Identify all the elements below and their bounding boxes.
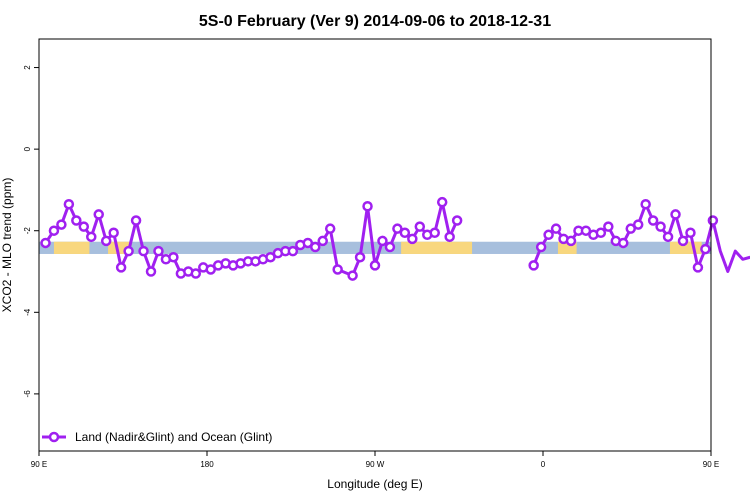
data-point (436, 196, 448, 208)
data-point (700, 243, 711, 255)
data-point (108, 227, 119, 239)
data-point (451, 215, 463, 226)
data-point (40, 237, 51, 249)
data-point (399, 227, 411, 239)
data-point (153, 245, 164, 257)
x-axis-label: Longitude (deg E) (327, 477, 422, 491)
data-point (168, 251, 179, 263)
data-point (647, 215, 659, 226)
land-segment (401, 241, 473, 254)
y-axis: 2 0 -2 -4 -6 (23, 65, 39, 398)
data-point (48, 225, 60, 236)
data-point (63, 198, 75, 210)
data-point (86, 231, 97, 243)
data-point (145, 266, 157, 277)
x-tick-label: 90 E (31, 460, 47, 469)
data-point (265, 251, 276, 263)
data-point (362, 200, 373, 212)
chart-title: 5S-0 February (Ver 9) 2014-09-06 to 2018… (199, 13, 551, 30)
data-point (707, 215, 719, 226)
data-point (130, 215, 142, 226)
data-point (123, 245, 134, 257)
data-point (324, 223, 336, 234)
data-point (100, 235, 112, 247)
data-point (287, 245, 299, 257)
data-point (528, 260, 539, 271)
x-tick-label: 0 (541, 460, 546, 469)
data-point (317, 235, 328, 247)
data-point (580, 225, 592, 236)
legend-label: Land (Nadir&Glint) and Ocean (Glint) (75, 430, 272, 444)
data-point (595, 227, 607, 239)
legend: Land (Nadir&Glint) and Ocean (Glint) (42, 430, 272, 444)
y-tick-label: -4 (23, 308, 32, 316)
data-point (618, 237, 629, 249)
data-point (655, 221, 666, 232)
data-point (302, 237, 314, 249)
data-point (535, 241, 547, 253)
data-point (407, 233, 418, 245)
data-point (444, 231, 455, 243)
y-tick-label: -2 (23, 227, 32, 235)
x-tick-label: 90 E (703, 460, 719, 469)
data-point (662, 231, 674, 243)
data-point (332, 264, 343, 275)
data-point (56, 219, 67, 230)
series-layer (40, 196, 750, 281)
data-point (632, 219, 644, 230)
data-point (640, 198, 651, 210)
x-tick-label: 90 W (366, 460, 385, 469)
data-point (71, 215, 82, 226)
land-segment (53, 241, 90, 254)
data-point (677, 235, 689, 247)
x-axis: 90 E 180 90 W 0 90 E (31, 451, 719, 469)
x-tick-label: 180 (200, 460, 214, 469)
data-point (414, 221, 426, 232)
data-point (78, 221, 90, 232)
data-point (625, 223, 636, 234)
data-point (138, 245, 149, 257)
data-point (205, 264, 216, 275)
data-point (550, 223, 562, 234)
y-tick-label: -6 (23, 390, 32, 398)
y-axis-label: XCO2 - MLO trend (ppm) (0, 178, 14, 313)
data-point (369, 260, 381, 271)
data-point (354, 251, 366, 263)
data-point (93, 209, 104, 220)
data-point (543, 229, 554, 241)
data-point (692, 262, 704, 273)
data-point (603, 221, 614, 232)
data-point (190, 268, 202, 279)
data-point (429, 227, 440, 239)
data-point (347, 270, 358, 281)
data-point (384, 241, 396, 253)
data-point (685, 227, 696, 239)
data-point (310, 241, 321, 253)
y-tick-label: 2 (23, 65, 32, 70)
data-point (670, 209, 681, 220)
data-point (565, 235, 577, 247)
data-point (115, 262, 127, 273)
data-point (377, 235, 388, 247)
legend-marker-swatch (48, 431, 60, 443)
data-point (392, 223, 403, 234)
y-tick-label: 0 (23, 146, 32, 151)
